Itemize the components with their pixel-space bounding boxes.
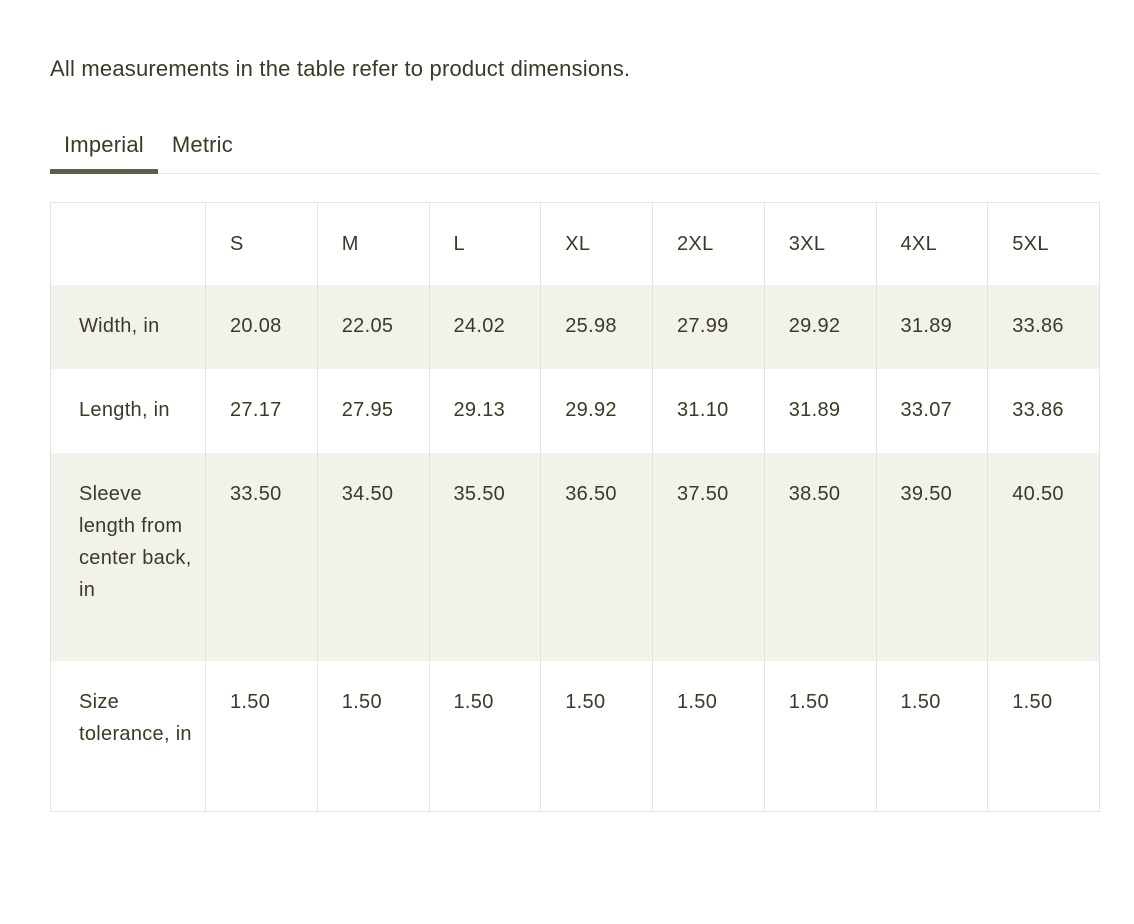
table-row-size-tolerance: Size tolerance, in 1.50 1.50 1.50 1.50 1… [51, 661, 1100, 811]
measurement-cell: 33.50 [205, 453, 318, 661]
size-table-container: S M L XL 2XL 3XL 4XL 5XL Width, in 20.08… [50, 202, 1100, 812]
corner-header-cell [51, 203, 206, 286]
table-row-width: Width, in 20.08 22.05 24.02 25.98 27.99 … [50, 285, 1100, 369]
measurement-cell: 29.92 [540, 369, 653, 453]
measurement-cell: 39.50 [875, 453, 988, 661]
measurement-cell: 29.92 [763, 285, 876, 369]
tab-imperial[interactable]: Imperial [50, 132, 158, 174]
measurement-cell: 33.86 [987, 369, 1100, 453]
measurement-cell: 33.86 [987, 285, 1100, 369]
measurement-cell: 38.50 [763, 453, 876, 661]
measurements-intro-text: All measurements in the table refer to p… [50, 56, 631, 81]
size-column-header-5xl: 5XL [987, 202, 1100, 285]
tab-imperial-label: Imperial [64, 132, 144, 157]
measurement-cell: 36.50 [540, 453, 653, 661]
row-label: Size tolerance, in [79, 691, 192, 745]
measurement-cell: 1.50 [875, 661, 988, 811]
unit-tabs: Imperial Metric [50, 132, 1100, 174]
measurement-cell: 27.99 [652, 285, 765, 369]
measurement-cell: 1.50 [763, 661, 876, 811]
size-column-header-4xl: 4XL [875, 202, 988, 285]
measurement-cell: 24.02 [428, 285, 541, 369]
row-label: Length, in [79, 399, 170, 421]
measurement-cell: 1.50 [540, 661, 653, 811]
measurement-cell: 40.50 [987, 453, 1100, 661]
measurement-cell: 31.89 [875, 285, 988, 369]
measurement-cell: 35.50 [428, 453, 541, 661]
measurement-cell: 31.89 [763, 369, 876, 453]
measurement-cell: 27.95 [316, 369, 429, 453]
measurement-cell: 1.50 [652, 661, 765, 811]
measurement-cell: 1.50 [205, 661, 318, 811]
measurement-cell: 29.13 [428, 369, 541, 453]
measurement-cell: 25.98 [540, 285, 653, 369]
row-label: Sleeve length from center back, in [79, 483, 192, 601]
measurement-cell: 27.17 [205, 369, 318, 453]
size-column-header-s: S [205, 202, 318, 285]
measurement-cell: 37.50 [652, 453, 765, 661]
measurement-cell: 1.50 [316, 661, 429, 811]
measurement-cell: 31.10 [652, 369, 765, 453]
measurement-cell: 34.50 [316, 453, 429, 661]
tab-metric-label: Metric [171, 132, 233, 157]
row-label: Width, in [79, 315, 160, 337]
table-row-sleeve-length: Sleeve length from center back, in 33.50… [50, 453, 1100, 661]
measurement-cell: 22.05 [316, 285, 429, 369]
measurement-cell: 1.50 [987, 661, 1100, 811]
size-column-header-3xl: 3XL [763, 202, 876, 285]
size-column-header-l: L [428, 202, 541, 285]
size-column-header-2xl: 2XL [652, 202, 765, 285]
size-column-header-m: M [316, 202, 429, 285]
table-row-length: Length, in 27.17 27.95 29.13 29.92 31.10… [51, 369, 1100, 453]
tab-metric[interactable]: Metric [158, 132, 247, 173]
measurement-cell: 20.08 [205, 285, 318, 369]
size-table: S M L XL 2XL 3XL 4XL 5XL Width, in 20.08… [50, 202, 1100, 812]
size-column-header-xl: XL [540, 202, 653, 285]
size-table-header-row: S M L XL 2XL 3XL 4XL 5XL [51, 202, 1100, 286]
measurement-cell: 33.07 [875, 369, 988, 453]
measurement-cell: 1.50 [428, 661, 541, 811]
